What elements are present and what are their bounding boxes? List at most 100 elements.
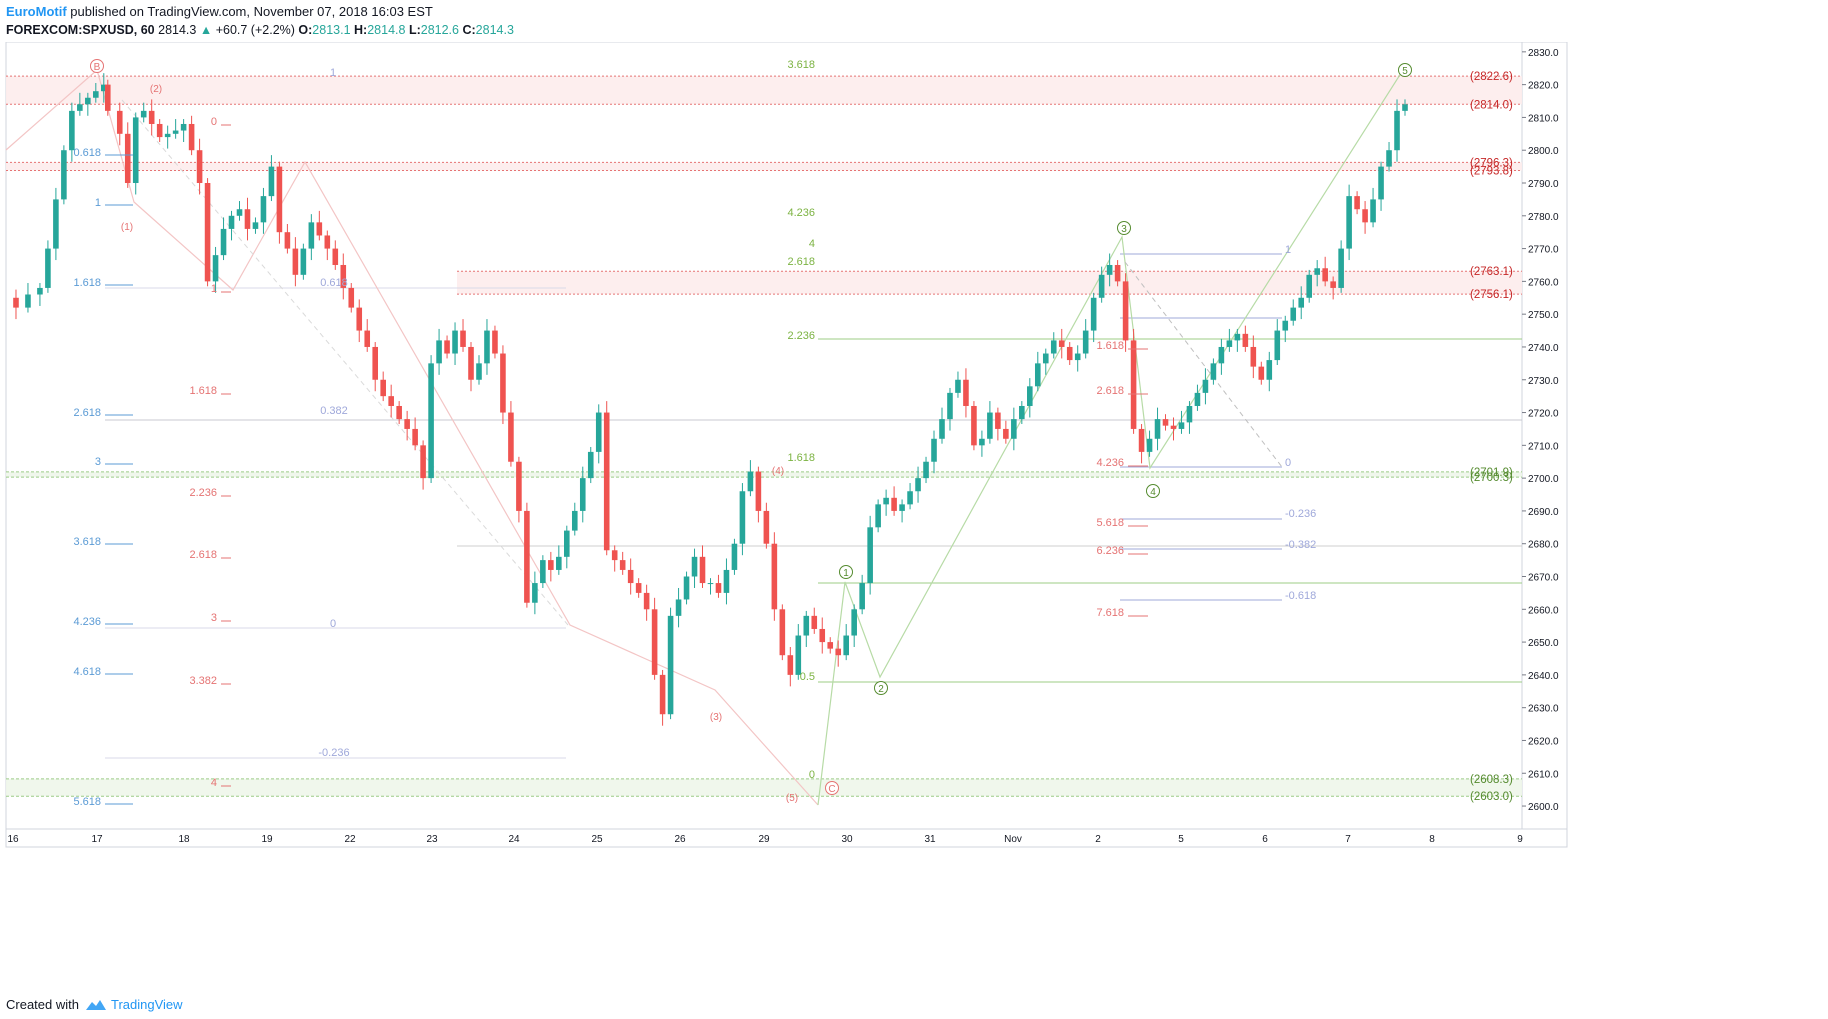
fib-label-blue: 3.618 — [73, 536, 101, 548]
candle-body — [851, 609, 857, 636]
x-tick-label: 2 — [1095, 834, 1101, 845]
candle-body — [93, 91, 99, 98]
wave-label: 3 — [1121, 224, 1127, 235]
candle-body — [1314, 268, 1320, 275]
candle-body — [252, 222, 259, 229]
candle-body — [587, 451, 594, 479]
wave-label: 5 — [1402, 66, 1408, 77]
candle-body — [1154, 419, 1161, 439]
y-tick-label: 2770.0 — [1528, 245, 1559, 256]
candle-body — [524, 510, 530, 603]
price-chart[interactable]: (2822.6) (2814.0) (2796.3)(2793.8) (2763.1)… — [0, 42, 1828, 992]
candle-body — [811, 615, 818, 629]
y-tick-label: 2650.0 — [1528, 638, 1559, 649]
candle-body — [244, 209, 251, 229]
candle-body — [939, 419, 945, 439]
fib-label-purple: -0.236 — [1285, 508, 1316, 520]
y-tick-label: 2800.0 — [1528, 146, 1559, 157]
candle-body — [747, 471, 754, 492]
candle-body — [955, 379, 961, 393]
candle-body — [348, 287, 355, 308]
candle-body — [1370, 199, 1376, 223]
candle-body — [428, 363, 434, 479]
candle-body — [1266, 360, 1273, 380]
x-tick-label: 23 — [426, 834, 438, 845]
candle-body — [188, 123, 195, 151]
fib-label-red: 4.236 — [1096, 457, 1124, 469]
candle-body — [643, 592, 650, 610]
candle-body — [476, 363, 482, 380]
wave-label: C — [828, 784, 835, 795]
candle-body — [53, 199, 59, 249]
fib-label-purple: -0.382 — [1285, 539, 1316, 551]
published-text: published on TradingView.com, November 0… — [70, 4, 433, 19]
y-tick-label: 2700.0 — [1528, 474, 1559, 485]
x-tick-label: 17 — [91, 834, 103, 845]
fib-label-purple: -0.236 — [318, 747, 349, 759]
fib-label-red: 0 — [211, 116, 217, 128]
candle-body — [1274, 330, 1281, 361]
candle-body — [915, 478, 921, 492]
candle-body — [1050, 340, 1057, 354]
fib-label-blue: 2.618 — [73, 407, 101, 419]
candle-body — [907, 491, 913, 505]
fib-label-red: 1.618 — [189, 385, 217, 397]
candle-body — [1234, 333, 1241, 341]
candle-body — [651, 609, 658, 675]
candle-body — [104, 84, 111, 111]
candle-body — [1242, 333, 1249, 347]
fib-label-red: 2.618 — [189, 549, 217, 561]
candle-body — [436, 340, 442, 364]
fib-label-red: 7.618 — [1096, 607, 1124, 619]
candle-body — [1386, 150, 1392, 167]
x-tick-label: 31 — [924, 834, 936, 845]
y-tick-label: 2760.0 — [1528, 277, 1559, 288]
candle-body — [228, 215, 235, 229]
fib-label-green: 0.5 — [800, 671, 815, 683]
last-price: 2814.3 — [158, 23, 197, 37]
zone-label: (2701.9) — [1470, 467, 1513, 479]
fib-label-green: 1.618 — [787, 452, 815, 464]
symbol-name[interactable]: FOREXCOM:SPXUSD, 60 — [6, 23, 155, 37]
tradingview-link[interactable]: TradingView — [85, 997, 183, 1012]
candle-body — [1011, 419, 1017, 439]
candle-body — [1362, 209, 1368, 223]
y-tick-label: 2790.0 — [1528, 179, 1559, 190]
candle-body — [611, 550, 618, 561]
wave-label: (4) — [772, 466, 784, 477]
candle-body — [172, 130, 179, 134]
author-link[interactable]: EuroMotif — [6, 4, 67, 19]
x-tick-label: 22 — [344, 834, 356, 845]
fib-label-red: 2.236 — [189, 487, 217, 499]
candle-body — [460, 330, 466, 347]
candle-body — [1106, 264, 1113, 275]
candle-body — [715, 583, 722, 593]
plot-frame — [5, 42, 1523, 830]
candle-body — [396, 405, 402, 420]
candle-body — [1090, 297, 1097, 331]
candle-body — [1027, 386, 1033, 406]
footer: Created with TradingView — [6, 997, 183, 1012]
candle-body — [659, 674, 666, 715]
fib-label-red: 3.382 — [189, 675, 217, 687]
fib-label-purple: 1 — [330, 67, 336, 79]
candle-body — [803, 615, 810, 636]
projection-line — [121, 99, 569, 626]
fib-label-purple: 0.382 — [320, 405, 348, 417]
wave-circle — [1146, 484, 1160, 498]
low-label: L: — [408, 23, 421, 37]
candle-body — [867, 527, 873, 584]
candle-body — [1250, 346, 1257, 367]
candle-body — [995, 412, 1001, 429]
candle-body — [667, 615, 674, 715]
fib-label-green: 4 — [809, 238, 815, 250]
candle-body — [627, 569, 634, 584]
x-tick-label: 7 — [1345, 834, 1351, 845]
fib-label-blue: 1.618 — [73, 277, 101, 289]
candle-body — [132, 117, 139, 184]
price-change: +60.7 (+2.2%) — [215, 23, 295, 37]
candle-body — [300, 248, 307, 275]
candle-body — [979, 438, 985, 446]
candle-body — [1306, 274, 1312, 298]
candle-body — [827, 642, 834, 649]
